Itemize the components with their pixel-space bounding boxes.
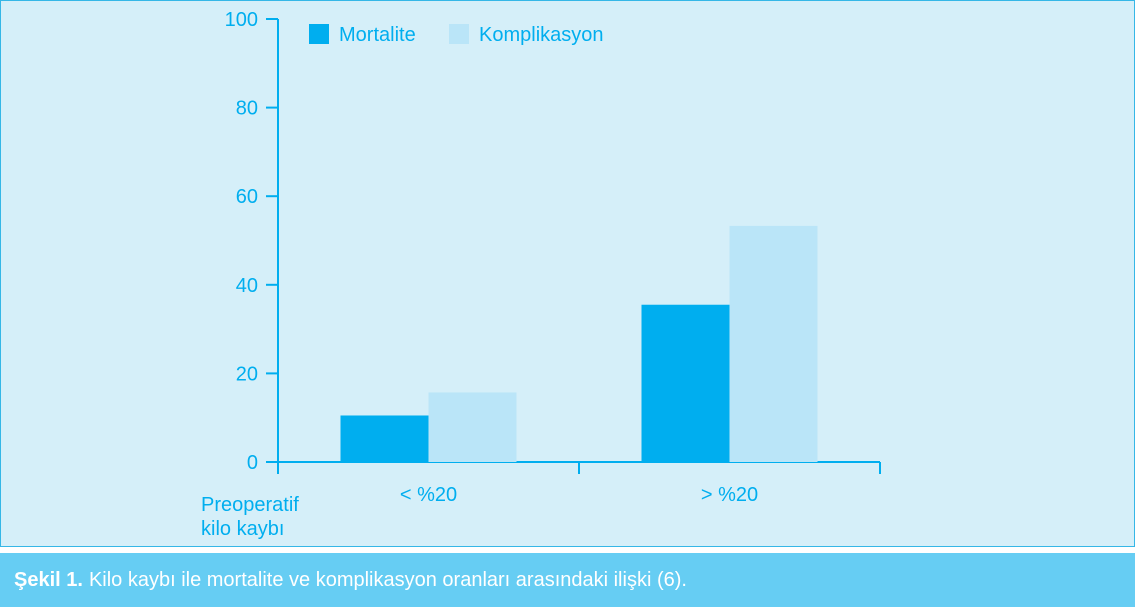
y-tick-label: 80 [236, 98, 258, 120]
y-tick-label: 20 [236, 363, 258, 385]
legend-swatch-mortalite [309, 24, 329, 44]
x-axis-label-line: Preoperatif [201, 494, 299, 516]
caption-text: Kilo kaybı ile mortalite ve komplikasyon… [88, 568, 687, 591]
bar-chart: 0 20 40 60 80 100 < %20 > %20 Mortalite Komplika… [201, 9, 881, 540]
y-tick-label: 0 [247, 452, 258, 474]
bar-mortalite-2 [641, 304, 730, 462]
x-tick-label: < %20 [400, 484, 457, 506]
legend-label-mortalite: Mortalite [339, 24, 416, 46]
bar-komplikasyon-1 [428, 392, 517, 462]
y-tick-label: 100 [225, 9, 258, 31]
bar-komplikasyon-2 [729, 225, 818, 462]
caption-label: Şekil 1. [14, 568, 83, 591]
bar-mortalite-1 [340, 415, 429, 462]
chart-bars [340, 225, 818, 462]
chart-legend: Mortalite Komplikasyon [309, 24, 604, 46]
figure-caption: Şekil 1. Kilo kaybı ile mortalite ve kom… [0, 553, 1135, 607]
legend-label-komplikasyon: Komplikasyon [479, 24, 604, 46]
y-tick-label: 60 [236, 186, 258, 208]
y-tick-label: 40 [236, 275, 258, 297]
x-tick-label: > %20 [701, 484, 758, 506]
figure-panel: 0 20 40 60 80 100 < %20 > %20 Mortalite Komplika… [0, 0, 1135, 547]
x-axis-label-line: kilo kaybı [201, 518, 284, 540]
legend-swatch-komplikasyon [449, 24, 469, 44]
x-axis-label: Preoperatif kilo kaybı [201, 494, 299, 540]
